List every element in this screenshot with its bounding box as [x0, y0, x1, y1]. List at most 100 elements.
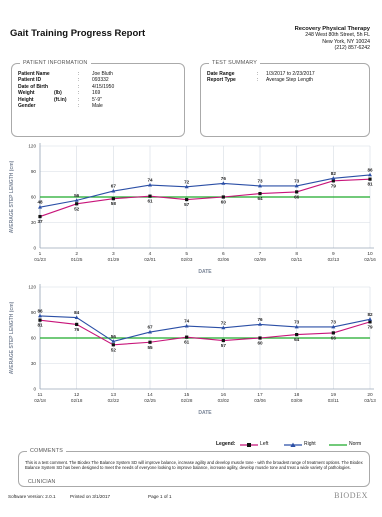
colon: : [78, 83, 80, 90]
left-data-point [368, 177, 372, 181]
software-version: Software Version: 2.0.1 [8, 494, 56, 499]
x-tick-label: 12 [74, 392, 80, 398]
patient-field-label: Gender [18, 103, 36, 109]
right-data-label: 74 [184, 319, 190, 324]
patient-field-label: Date of Birth [18, 83, 48, 90]
test-field-row: Date Range : 1/3/2017 to 2/23/2017 [207, 71, 363, 78]
test-field-label: Date Range [207, 71, 235, 77]
y-tick-label: 0 [33, 246, 36, 251]
left-data-label: 81 [367, 182, 373, 187]
left-series-line [39, 319, 371, 346]
colon: : [78, 90, 80, 97]
colon: : [78, 103, 80, 109]
right-data-point [221, 181, 226, 185]
right-data-point [111, 188, 116, 193]
right-data-point [368, 172, 372, 177]
y-tick-label: 60 [31, 195, 37, 200]
right-data-point [38, 205, 42, 209]
right-data-point [148, 329, 152, 334]
colon: : [257, 77, 259, 84]
right-data-label: 76 [221, 176, 227, 181]
left-data-label: 52 [74, 206, 80, 211]
clinician-label: CLINICIAN [26, 479, 58, 485]
patient-field-row: Weight (lb) : 169 [18, 90, 178, 97]
comments-box: COMMENTS This is a test comment. The Bio… [18, 448, 370, 487]
patient-field-label: Patient Name [18, 71, 50, 77]
left-data-point [111, 197, 115, 201]
y-axis-title: AVERAGE STEP LENGTH (cm) [9, 160, 15, 233]
right-data-label: 76 [257, 317, 263, 322]
right-data-label: 74 [147, 178, 153, 183]
colon: : [257, 71, 259, 77]
brand-logo: BIODEX [334, 491, 368, 500]
left-data-point [258, 192, 262, 196]
right-data-label: 73 [294, 319, 300, 324]
x-axis-title: DATE [198, 410, 212, 416]
test-summary-title: TEST SUMMARY [209, 60, 261, 66]
right-data-point [184, 184, 189, 189]
x-tick-date-label: 03/13 [364, 398, 376, 403]
left-data-point [111, 343, 115, 347]
comments-text: This is a test comment. The Biodex The B… [25, 460, 363, 471]
legend-left-swatch [240, 443, 258, 447]
patient-field-row: Gender : Male [18, 103, 178, 110]
x-axis-title: DATE [198, 269, 212, 275]
left-data-point [258, 336, 262, 340]
right-data-point [258, 322, 262, 326]
right-data-point [368, 317, 372, 321]
right-data-point [294, 324, 299, 329]
left-data-point [221, 195, 225, 199]
left-data-label: 60 [257, 341, 263, 346]
x-tick-date-label: 03/09 [291, 398, 303, 403]
right-data-label: 73 [257, 178, 263, 183]
left-data-label: 66 [294, 194, 300, 199]
x-tick-label: 17 [257, 392, 263, 398]
test-field-row: Report Type : Average Step Length [207, 77, 363, 84]
left-data-label: 37 [37, 219, 43, 224]
x-tick-label: 6 [222, 251, 225, 257]
x-tick-date-label: 02/28 [181, 398, 193, 403]
patient-info-box: PATIENT INFORMATION Patient Name : Joe B… [11, 60, 185, 137]
date-range-value: 1/3/2017 to 2/23/2017 [266, 71, 315, 77]
left-data-label: 57 [221, 343, 227, 348]
left-data-point [295, 190, 299, 194]
legend-norm-label: Norm [349, 441, 362, 447]
right-data-label: 72 [221, 320, 227, 325]
y-tick-label: 120 [28, 144, 36, 149]
test-fields: Date Range : 1/3/2017 to 2/23/2017 Repor… [207, 71, 363, 85]
left-data-label: 58 [111, 201, 117, 206]
left-series-line [39, 178, 371, 218]
colon: : [78, 77, 80, 84]
x-tick-date-label: 02/16 [364, 257, 376, 262]
test-field-label: Report Type [207, 77, 236, 84]
x-tick-label: 16 [221, 392, 227, 398]
company-block: Recovery Physical Therapy 248 West 80th … [295, 26, 370, 51]
patient-height-value: 5'-9" [92, 96, 102, 103]
right-data-point [148, 182, 152, 187]
page-number: Page 1 of 1 [148, 494, 172, 499]
step-length-chart-1: 0 30 60 90 120 AVERAGE STEP LENGTH (cm) 101/23… [9, 143, 376, 275]
left-data-point [221, 338, 225, 343]
x-tick-label: 7 [259, 251, 262, 257]
patient-field-unit: (ft.in) [54, 96, 67, 103]
right-data-label: 67 [147, 325, 153, 330]
y-tick-label: 90 [31, 310, 37, 315]
right-data-label: 84 [74, 310, 80, 315]
x-tick-date-label: 01/29 [108, 257, 120, 262]
x-tick-label: 2 [75, 251, 78, 257]
left-data-point [148, 194, 152, 198]
company-name: Recovery Physical Therapy [294, 26, 370, 32]
right-data-point [258, 183, 262, 188]
x-tick-label: 4 [149, 251, 152, 257]
right-data-point [331, 324, 336, 329]
right-data-point [331, 176, 336, 180]
left-data-point [295, 333, 299, 337]
left-data-point [38, 214, 42, 219]
company-address-line2: New York, NY 10024 [322, 38, 370, 45]
left-data-point [75, 202, 79, 206]
y-tick-label: 30 [31, 220, 37, 225]
right-data-label: 73 [294, 178, 300, 183]
left-data-label: 60 [221, 200, 227, 205]
patient-field-row: Patient ID : 093332 [18, 77, 178, 84]
x-tick-date-label: 02/13 [328, 257, 340, 262]
